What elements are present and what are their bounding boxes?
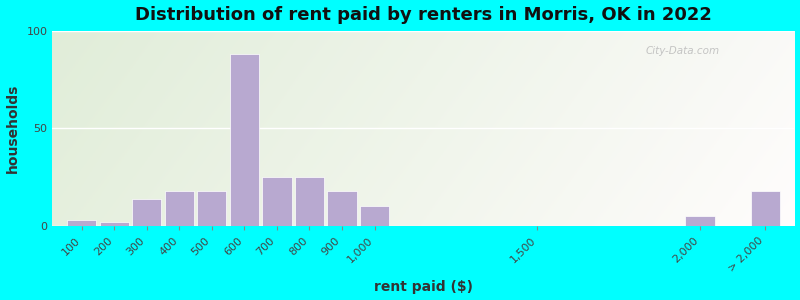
Y-axis label: households: households xyxy=(6,84,19,173)
Bar xyxy=(295,177,324,226)
Bar xyxy=(686,216,714,226)
Bar xyxy=(327,191,357,226)
Bar xyxy=(360,206,390,226)
Bar xyxy=(99,222,129,226)
Bar xyxy=(67,220,96,226)
Bar xyxy=(197,191,226,226)
Bar xyxy=(750,191,780,226)
Bar xyxy=(165,191,194,226)
Title: Distribution of rent paid by renters in Morris, OK in 2022: Distribution of rent paid by renters in … xyxy=(135,6,712,24)
Bar xyxy=(230,54,259,226)
Text: City-Data.com: City-Data.com xyxy=(646,46,720,56)
X-axis label: rent paid ($): rent paid ($) xyxy=(374,280,473,294)
Bar xyxy=(132,199,162,226)
Bar xyxy=(262,177,291,226)
